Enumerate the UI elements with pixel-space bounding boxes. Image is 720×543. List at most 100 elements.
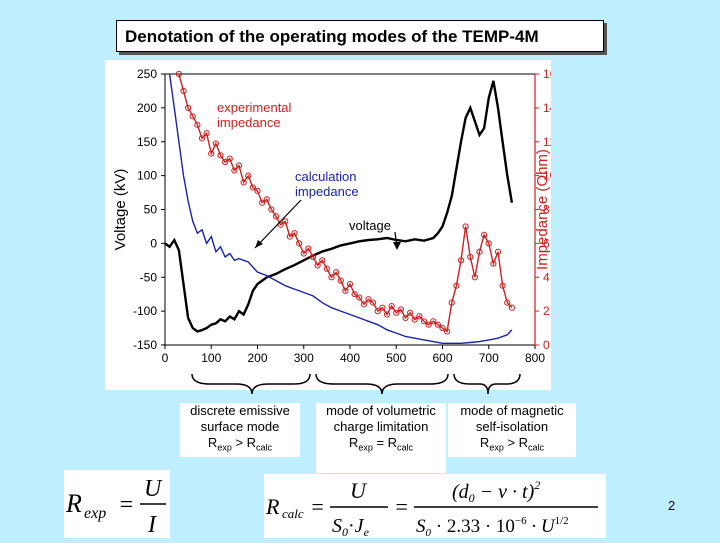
data-point-experimental bbox=[254, 187, 261, 194]
data-point-experimental bbox=[346, 280, 354, 288]
x-tick-label: 400 bbox=[340, 351, 360, 365]
data-point-experimental bbox=[212, 140, 219, 147]
data-point-experimental bbox=[282, 218, 289, 225]
data-point-experimental bbox=[208, 150, 215, 157]
data-point-experimental bbox=[291, 230, 298, 237]
series-line-experimental-impedance bbox=[178, 73, 513, 333]
bracket-magnetic bbox=[453, 373, 521, 395]
formula-lhs: R bbox=[65, 489, 82, 518]
y-left-tick-label: 0 bbox=[150, 236, 157, 250]
data-point-experimental bbox=[235, 162, 243, 169]
formula-eq2: = bbox=[394, 494, 409, 519]
data-point-experimental bbox=[397, 306, 404, 313]
data-point-experimental bbox=[485, 240, 492, 247]
mode-discrete-emissive: discrete emissive surface mode Rexp > Rc… bbox=[180, 403, 300, 457]
formula-num2: (d0 − v · t)2 bbox=[452, 478, 540, 505]
x-tick-label: 300 bbox=[294, 351, 314, 365]
data-point-experimental bbox=[305, 245, 312, 252]
y-right-tick-label: 2 bbox=[543, 304, 550, 318]
data-point-experimental bbox=[198, 135, 206, 142]
data-point-experimental bbox=[374, 308, 381, 315]
data-point-experimental bbox=[434, 321, 441, 328]
data-point-experimental bbox=[365, 296, 372, 303]
data-point-experimental bbox=[259, 199, 266, 206]
data-point-experimental bbox=[481, 231, 488, 239]
data-point-experimental bbox=[314, 262, 321, 269]
data-point-experimental bbox=[416, 313, 423, 320]
formula-den: I bbox=[147, 512, 157, 538]
y-left-tick-label: 150 bbox=[137, 135, 157, 149]
y-left-tick-label: -100 bbox=[133, 304, 157, 318]
formula-rcalc: R calc = U S0·Je = (d0 − v · t)2 S0 · 2.… bbox=[264, 474, 606, 539]
data-point-experimental bbox=[504, 299, 511, 306]
mode-line2: self-isolation bbox=[475, 419, 549, 434]
data-point-experimental bbox=[226, 155, 233, 162]
data-point-experimental bbox=[430, 318, 437, 325]
data-point-experimental bbox=[337, 277, 344, 284]
data-point-experimental bbox=[194, 121, 201, 128]
bracket-volumetric bbox=[315, 373, 449, 395]
data-point-experimental bbox=[272, 213, 280, 220]
data-point-experimental bbox=[444, 328, 451, 335]
annotation-calculation-1: calculation bbox=[295, 169, 356, 184]
formula-rcalc-svg: R calc = U S0·Je = (d0 − v · t)2 S0 · 2.… bbox=[265, 478, 598, 539]
x-tick-label: 600 bbox=[432, 351, 452, 365]
data-point-experimental bbox=[286, 233, 293, 240]
formula-lhs-sub: calc bbox=[282, 506, 304, 521]
data-point-experimental bbox=[407, 309, 414, 316]
y-right-axis-label: Impedance (Ohm) bbox=[534, 149, 551, 270]
data-point-experimental bbox=[494, 248, 502, 255]
data-point-experimental bbox=[370, 299, 377, 306]
mode-line1: discrete emissive bbox=[190, 403, 290, 418]
data-point-experimental bbox=[217, 152, 224, 159]
series-line-calculation-impedance bbox=[168, 73, 513, 344]
page-number: 2 bbox=[668, 498, 676, 513]
data-point-experimental bbox=[508, 304, 515, 311]
data-point-experimental bbox=[462, 223, 469, 230]
data-point-experimental bbox=[333, 269, 340, 276]
data-point-experimental bbox=[222, 158, 229, 166]
y-left-tick-label: 250 bbox=[137, 67, 157, 81]
arrow-calculation bbox=[254, 199, 302, 249]
data-point-experimental bbox=[499, 282, 506, 289]
data-point-experimental bbox=[249, 184, 256, 191]
y-right-tick-label: 0 bbox=[543, 338, 550, 352]
x-tick-label: 0 bbox=[162, 351, 169, 365]
data-point-experimental bbox=[448, 299, 455, 306]
chart: 0 100 200 300 400 500 600 700 800250200150100500… bbox=[112, 67, 557, 365]
data-point-experimental bbox=[240, 179, 247, 186]
formula-num: U bbox=[144, 476, 163, 502]
data-point-experimental bbox=[388, 302, 395, 310]
mode-line1: mode of volumetric bbox=[326, 403, 436, 418]
x-tick-label: 800 bbox=[525, 351, 545, 365]
y-left-tick-label: -150 bbox=[133, 338, 157, 352]
data-point-experimental bbox=[420, 318, 428, 325]
data-point-experimental bbox=[180, 87, 187, 95]
y-left-tick-label: -50 bbox=[140, 270, 158, 284]
data-point-experimental bbox=[439, 324, 446, 332]
data-point-experimental bbox=[300, 250, 307, 257]
annotation-experimental-1: experimental bbox=[217, 100, 292, 115]
data-point-experimental bbox=[328, 274, 335, 281]
x-tick-label: 700 bbox=[479, 351, 499, 365]
arrow-calculation-head bbox=[255, 240, 263, 248]
data-point-experimental bbox=[379, 304, 386, 311]
data-point-experimental bbox=[175, 70, 182, 78]
chart-panel: 0 100 200 300 400 500 600 700 800 250 200 150 100 50 0… bbox=[105, 60, 557, 390]
data-point-experimental bbox=[402, 314, 409, 321]
data-point-experimental bbox=[263, 196, 270, 203]
annotation-experimental-2: impedance bbox=[217, 115, 281, 130]
formula-eq: = bbox=[310, 494, 325, 519]
formula-rexp: R exp = U I bbox=[64, 470, 170, 538]
data-point-experimental bbox=[471, 274, 478, 281]
data-point-experimental bbox=[457, 257, 465, 264]
data-point-experimental bbox=[189, 113, 196, 120]
data-point-experimental bbox=[383, 311, 391, 318]
mode-line2: surface mode bbox=[200, 419, 280, 434]
mode-line2: charge limitation bbox=[333, 419, 429, 434]
data-point-experimental bbox=[411, 316, 418, 323]
y-right-tick-label: 8 bbox=[543, 203, 550, 217]
bracket-discrete bbox=[191, 373, 311, 395]
x-tick-label: 200 bbox=[247, 351, 267, 365]
